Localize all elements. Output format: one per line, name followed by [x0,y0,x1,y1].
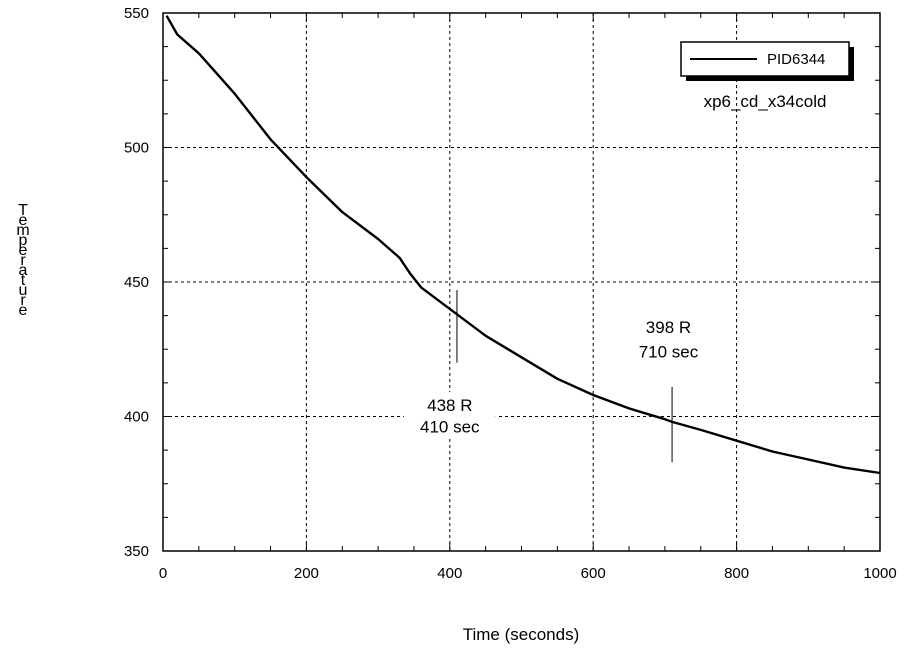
x-tick-label-200: 200 [294,565,319,582]
y-axis-label-char: T [18,202,28,219]
legend-label-pid6344: PID6344 [767,51,825,68]
y-axis-label-char: a [18,262,28,279]
y-axis-label-char: r [20,252,26,269]
y-axis-label-char: t [20,272,26,289]
x-tick-label-800: 800 [724,565,749,582]
y-tick-label-450: 450 [124,274,149,291]
y-axis-label-char: e [18,302,28,319]
y-axis-label-char: p [18,232,28,249]
y-tick-label-500: 500 [124,140,149,157]
y-tick-label-350: 350 [124,543,149,560]
annotation-label-bg-2 [622,314,715,361]
annotations: 438 R 410 sec 398 R 710 sec [403,290,715,463]
annotation-label-time-2: 710 sec [639,342,699,361]
y-axis-label-char: m [16,222,30,239]
x-tick-label-1000: 1000 [863,565,896,582]
annotation-label-temp-1: 438 R [427,396,472,415]
x-tick-label-600: 600 [581,565,606,582]
y-axis-label-char: r [20,292,26,309]
series-layer [165,15,881,475]
series-line-pid6344 [165,15,881,475]
y-axis-label-char: e [18,212,28,229]
x-axis-label: Time (seconds) [463,625,580,644]
x-tick-label-400: 400 [437,565,462,582]
chart-subtitle: xp6_cd_x34cold [704,92,827,111]
y-tick-label-400: 400 [124,409,149,426]
axis-ticks [162,12,881,552]
annotation-label-time-1: 410 sec [420,418,480,437]
y-axis-label-char: e [18,242,28,259]
tick-labels: 0 200 400 600 800 1000 350 400 450 500 550 [124,5,897,582]
y-tick-label-550: 550 [124,5,149,22]
legend: PID6344 [680,41,854,81]
annotation-label-bg-1 [403,392,496,439]
x-tick-label-0: 0 [159,565,167,582]
annotation-label-temp-2: 398 R [646,318,691,337]
y-axis-label-char: u [18,282,28,299]
